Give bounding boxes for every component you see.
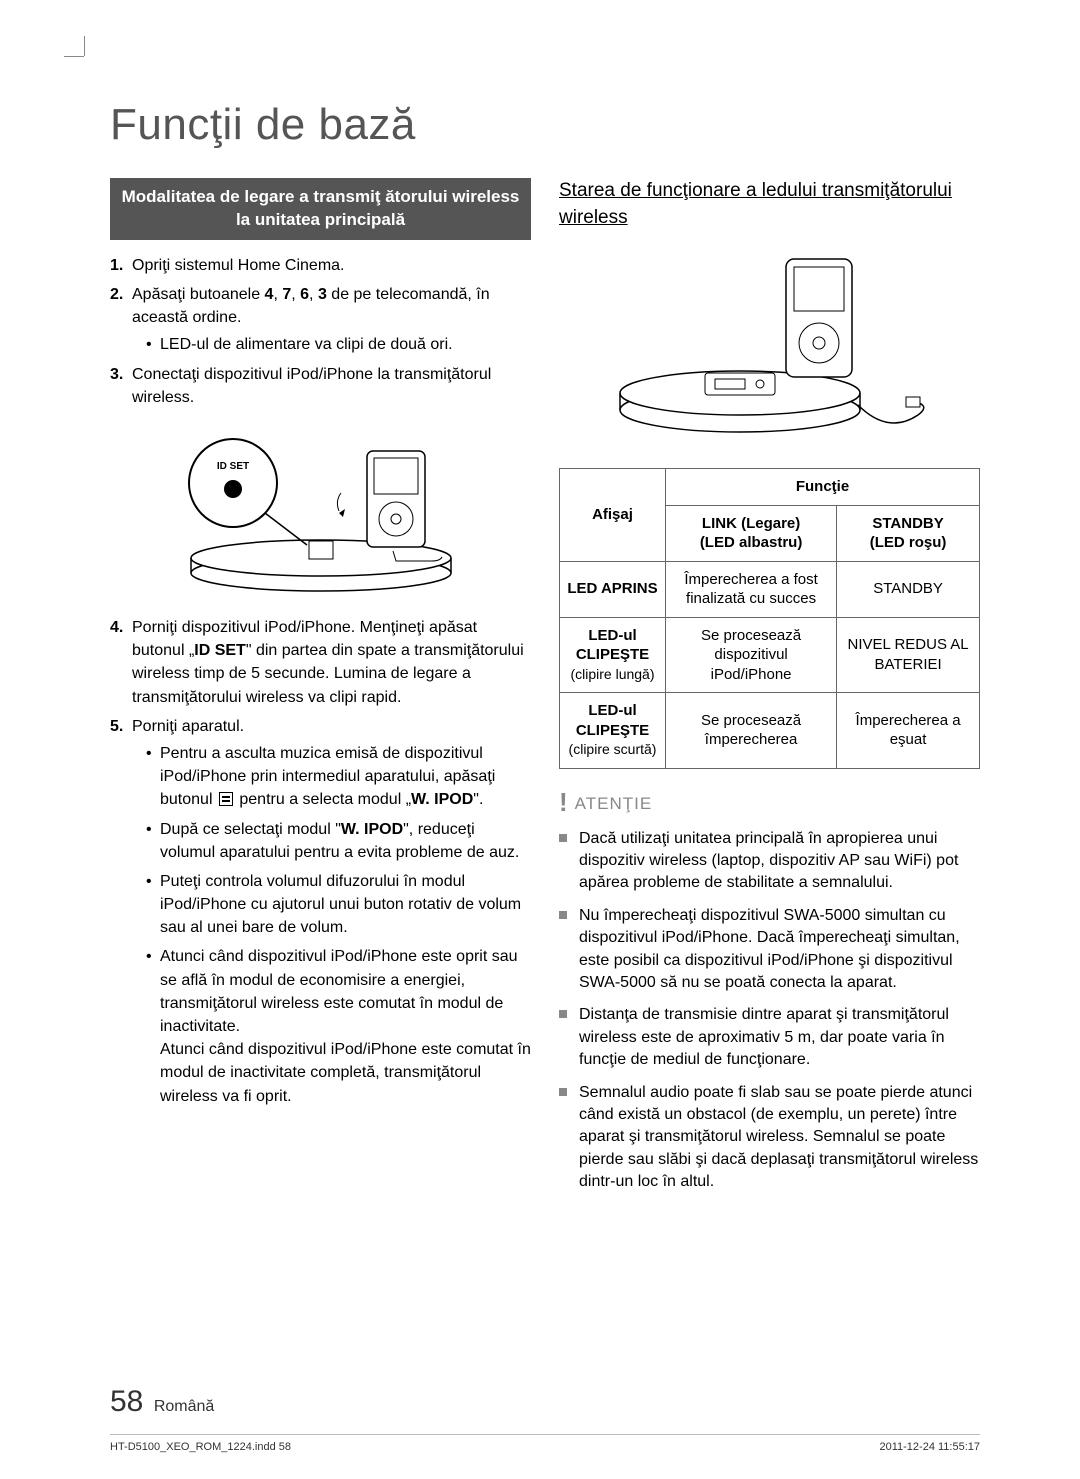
- step-sub-item: Puteţi controla volumul difuzorului în m…: [146, 870, 531, 940]
- attention-item: Distanţa de transmisie dintre aparat şi …: [559, 1004, 980, 1071]
- two-column-layout: Modalitatea de legare a transmiţ ătorulu…: [110, 178, 980, 1204]
- table-row: LED-ul CLIPEŞTE(clipire scurtă)Se proces…: [560, 693, 980, 769]
- row-header: LED APRINS: [560, 561, 666, 617]
- step-item: 4.Porniţi dispozitivul iPod/iPhone. Menţ…: [110, 616, 531, 709]
- right-sub-heading: Starea de funcţionare a ledului transmiţ…: [559, 178, 980, 231]
- function-button-icon: [219, 792, 233, 806]
- imprint-line: HT-D5100_XEO_ROM_1224.indd 58 2011-12-24…: [110, 1434, 980, 1453]
- step-item: 1.Opriţi sistemul Home Cinema.: [110, 254, 531, 277]
- left-section-heading: Modalitatea de legare a transmiţ ătorulu…: [110, 178, 531, 240]
- exclamation-icon: !: [559, 787, 569, 817]
- step-sub-item: Pentru a asculta muzica emisă de dispozi…: [146, 742, 531, 812]
- attention-heading: !ATENŢIE: [559, 787, 980, 818]
- left-column: Modalitatea de legare a transmiţ ătorulu…: [110, 178, 531, 1204]
- illustration-idset: ID SET: [110, 423, 531, 598]
- attention-item: Semnalul audio poate fi slab sau se poat…: [559, 1082, 980, 1194]
- imprint-timestamp: 2011-12-24 11:55:17: [879, 1441, 980, 1453]
- attention-item: Dacă utilizaţi unitatea principală în ap…: [559, 828, 980, 895]
- page-number: 58: [110, 1385, 143, 1418]
- led-status-table: Afişaj Funcţie LINK (Legare)(LED albastr…: [559, 468, 980, 769]
- imprint-file: HT-D5100_XEO_ROM_1224.indd 58: [110, 1441, 291, 1453]
- page-title: Funcţii de bază: [110, 100, 980, 150]
- cell-standby: NIVEL REDUS AL BATERIEI: [837, 617, 980, 693]
- step-sub-item: Atunci când dispozitivul iPod/iPhone est…: [146, 945, 531, 1107]
- cell-link: Se procesează împerecherea: [666, 693, 837, 769]
- attention-list: Dacă utilizaţi unitatea principală în ap…: [559, 828, 980, 1194]
- page-language: Română: [154, 1398, 214, 1415]
- illustration-dock: [559, 245, 980, 450]
- cell-link: Împerecherea a fost finalizată cu succes: [666, 561, 837, 617]
- cell-standby: STANDBY: [837, 561, 980, 617]
- steps-list-1: 1.Opriţi sistemul Home Cinema. 2.Apăsaţi …: [110, 254, 531, 409]
- th-functie: Funcţie: [666, 469, 980, 506]
- idset-label: ID SET: [216, 461, 248, 472]
- attention-item: Nu împerecheaţi dispozitivul SWA-5000 si…: [559, 905, 980, 995]
- cell-standby: Împerecherea a eşuat: [837, 693, 980, 769]
- th-afisaj: Afişaj: [560, 469, 666, 562]
- th-link: LINK (Legare)(LED albastru): [666, 505, 837, 561]
- step-sub-item: După ce selectaţi modul "W. IPOD", reduc…: [146, 818, 531, 864]
- step-item: 3.Conectaţi dispozitivul iPod/iPhone la …: [110, 363, 531, 409]
- cell-link: Se procesează dispozitivul iPod/iPhone: [666, 617, 837, 693]
- steps-list-2: 4.Porniţi dispozitivul iPod/iPhone. Menţ…: [110, 616, 531, 1108]
- table-row: LED-ul CLIPEŞTE(clipire lungă)Se procese…: [560, 617, 980, 693]
- row-header: LED-ul CLIPEŞTE(clipire lungă): [560, 617, 666, 693]
- th-standby: STANDBY(LED roşu): [837, 505, 980, 561]
- step-sub-list: Pentru a asculta muzica emisă de dispozi…: [132, 742, 531, 1108]
- step-item: 2.Apăsaţi butoanele 4, 7, 6, 3 de pe tel…: [110, 283, 531, 357]
- row-header: LED-ul CLIPEŞTE(clipire scurtă): [560, 693, 666, 769]
- step-sub-list: LED-ul de alimentare va clipi de două or…: [132, 333, 531, 356]
- step-item: 5.Porniţi aparatul.Pentru a asculta muzi…: [110, 715, 531, 1108]
- table-row: LED APRINSÎmperecherea a fost finalizată…: [560, 561, 980, 617]
- right-column: Starea de funcţionare a ledului transmiţ…: [559, 178, 980, 1204]
- step-sub-item: LED-ul de alimentare va clipi de două or…: [146, 333, 531, 356]
- page-footer: 58 Română: [110, 1385, 980, 1419]
